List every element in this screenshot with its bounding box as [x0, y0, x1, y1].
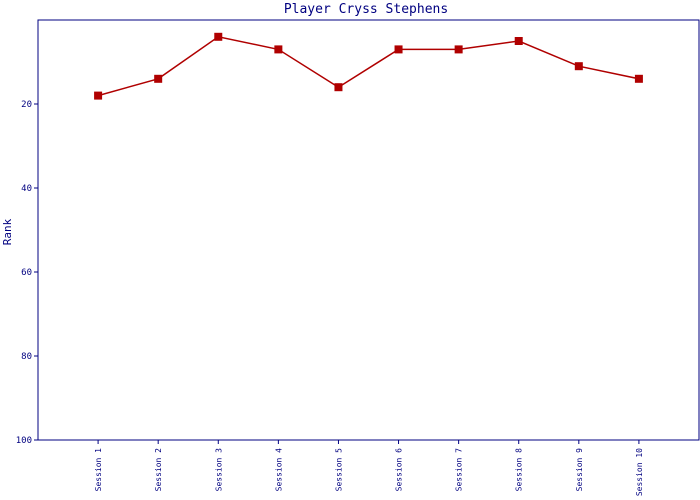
point-marker — [334, 83, 343, 92]
x-tick-label: Session 4 — [274, 448, 283, 492]
point-marker — [154, 74, 163, 83]
point-marker — [394, 45, 403, 54]
x-tick-label: Session 5 — [334, 448, 343, 492]
y-axis-label: Rank — [1, 218, 14, 245]
y-tick-label: 100 — [16, 436, 32, 446]
point-marker — [454, 45, 463, 54]
x-tick-label: Session 6 — [395, 448, 404, 492]
x-tick-label: Session 2 — [154, 448, 163, 492]
y-tick-label: 80 — [21, 352, 32, 362]
x-tick-label: Session 8 — [515, 448, 524, 492]
y-tick-label: 40 — [21, 184, 32, 194]
point-marker — [274, 45, 283, 54]
point-marker — [214, 32, 223, 41]
plot-frame — [37, 19, 700, 441]
x-tick-label: Session 3 — [214, 448, 223, 492]
y-tick-label: 60 — [21, 268, 32, 278]
x-tick-label: Session 1 — [94, 448, 103, 492]
x-tick-label: Session 7 — [455, 448, 464, 492]
x-tick-label: Session 10 — [635, 448, 644, 496]
point-marker — [634, 74, 643, 83]
point-marker — [94, 91, 103, 100]
series-line — [97, 35, 640, 97]
chart-title: Player Cryss Stephens — [284, 2, 448, 17]
y-tick-label: 20 — [21, 100, 32, 110]
point-marker — [574, 62, 583, 71]
point-marker — [514, 37, 523, 45]
x-tick-label: Session 9 — [575, 448, 584, 492]
